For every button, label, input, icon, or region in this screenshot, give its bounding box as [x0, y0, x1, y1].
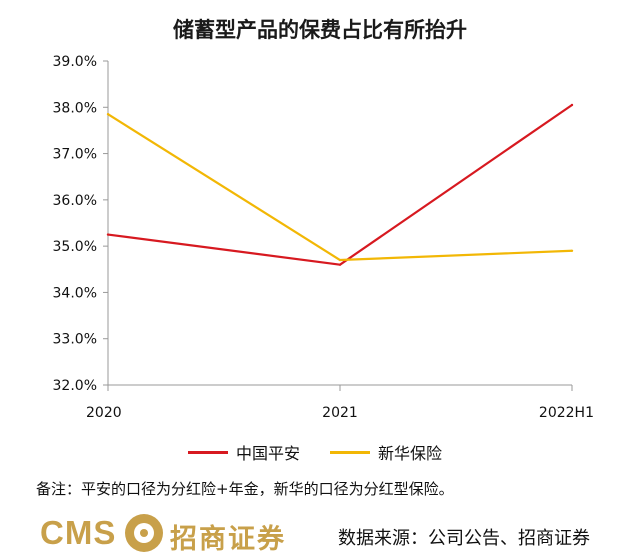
brand-cn-logo: 招商证券 — [170, 524, 286, 555]
y-tick-label: 33.0% — [53, 332, 97, 348]
y-tick-label: 35.0% — [53, 239, 97, 255]
legend-label-xinhua: 新华保险 — [378, 444, 443, 463]
series-line-xinhua — [107, 113, 573, 262]
chart-note: 备注：平安的口径为分红险+年金，新华的口径为分红型保险。 — [36, 480, 454, 498]
x-tick-label: 2022H1 — [539, 405, 594, 421]
legend-item-pingan: 中国平安 — [188, 440, 300, 464]
footer: CMS 招商证券 数据来源：公司公告、招商证券 — [0, 510, 640, 558]
y-tick-label: 34.0% — [53, 285, 97, 301]
legend-item-xinhua: 新华保险 — [330, 440, 442, 464]
brand-emblem-icon — [125, 514, 163, 552]
legend-label-pingan: 中国平安 — [236, 444, 301, 463]
brand-en-logo: CMS — [40, 514, 117, 551]
data-point-xinhua — [106, 113, 110, 116]
data-point-xinhua — [338, 258, 342, 262]
x-tick-label: 2021 — [322, 405, 358, 421]
legend: 中国平安 新华保险 — [0, 440, 640, 464]
y-tick-label: 37.0% — [53, 147, 97, 163]
y-tick-label: 39.0% — [53, 54, 97, 70]
legend-swatch-xinhua — [330, 450, 370, 454]
data-source: 数据来源：公司公告、招商证券 — [338, 528, 590, 549]
data-point-pingan — [338, 263, 342, 266]
y-tick-label: 36.0% — [53, 193, 97, 209]
data-point-pingan — [570, 103, 574, 107]
chart-title: 储蓄型产品的保费占比有所抬升 — [173, 18, 467, 42]
series-line-pingan — [107, 104, 573, 266]
data-point-xinhua — [570, 249, 574, 252]
line-chart: 32.0% 33.0% 34.0% 35.0% 36.0% 37.0% 38.0% 39.0%… — [53, 54, 594, 421]
y-tick-label: 38.0% — [53, 100, 97, 116]
y-tick-label: 32.0% — [53, 378, 97, 394]
data-point-pingan — [106, 233, 110, 236]
legend-swatch-pingan — [188, 450, 228, 454]
x-tick-label: 2020 — [86, 405, 122, 421]
